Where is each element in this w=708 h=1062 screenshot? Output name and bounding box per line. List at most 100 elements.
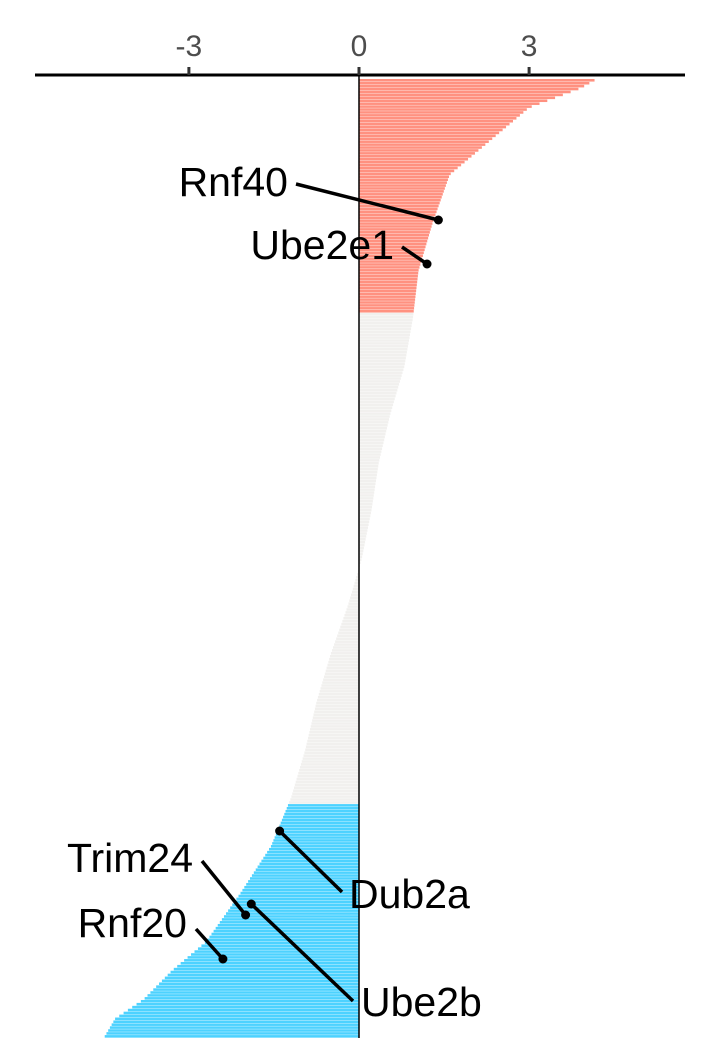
bar	[180, 961, 360, 965]
bar	[359, 304, 415, 307]
bar	[359, 260, 422, 263]
bar	[313, 713, 360, 717]
bar	[355, 578, 360, 582]
bar	[359, 400, 394, 404]
annotation-leader-line	[401, 245, 429, 266]
bar	[350, 596, 359, 600]
bar	[136, 1002, 359, 1006]
bar	[359, 274, 418, 278]
bar	[153, 988, 359, 991]
annotation-point	[246, 899, 256, 909]
bar	[194, 950, 360, 953]
bar	[177, 964, 360, 968]
bar	[359, 412, 391, 415]
bar	[359, 286, 417, 290]
bar	[359, 479, 377, 483]
x-axis-ticks: -3 0 3	[176, 30, 537, 75]
bar	[280, 821, 360, 825]
bar	[298, 771, 359, 775]
bar	[359, 137, 493, 141]
bar	[293, 789, 360, 793]
bar	[359, 500, 373, 503]
bar	[359, 485, 376, 488]
gene-annotations: Rnf40 Ube2e1 Dub2a Trim24 Ube2b Rnf20	[67, 159, 482, 1025]
annotation-point	[433, 215, 443, 225]
bar	[359, 146, 482, 149]
bar	[318, 692, 359, 696]
bar	[294, 783, 359, 787]
annotation-leader-line	[295, 182, 439, 222]
bar	[359, 155, 472, 158]
bar	[359, 488, 375, 491]
bar	[359, 380, 400, 383]
bar	[320, 687, 359, 690]
bar	[359, 102, 540, 105]
bar	[330, 654, 360, 658]
bar	[310, 725, 359, 728]
bar	[359, 336, 410, 339]
bar	[309, 731, 360, 734]
bar	[323, 678, 360, 681]
bar	[265, 853, 360, 857]
bar	[359, 350, 407, 354]
bar	[301, 760, 360, 763]
bar	[359, 233, 429, 237]
bar	[319, 690, 360, 693]
bar	[359, 356, 406, 360]
bar	[359, 134, 496, 138]
bar	[336, 637, 359, 641]
bar	[359, 511, 371, 515]
bar	[250, 877, 359, 880]
bar	[310, 728, 360, 731]
bar	[323, 675, 360, 679]
bar	[359, 198, 441, 202]
bar	[359, 125, 507, 129]
bar	[295, 780, 360, 784]
bar	[359, 157, 469, 161]
bar	[246, 883, 359, 886]
bar	[359, 172, 451, 176]
bar	[344, 614, 360, 617]
bar	[359, 309, 414, 313]
bar	[144, 997, 360, 1000]
bar	[359, 169, 455, 173]
bar	[356, 576, 359, 579]
bar	[191, 953, 360, 956]
bar	[359, 266, 420, 269]
bar	[359, 494, 374, 497]
bar	[333, 646, 359, 649]
bar	[359, 371, 403, 374]
bar	[359, 377, 401, 380]
bar	[359, 546, 364, 550]
bar	[359, 491, 375, 494]
bar	[359, 131, 500, 135]
bar	[251, 874, 359, 877]
bar	[108, 1029, 360, 1032]
gene-label: Ube2b	[361, 979, 482, 1025]
bar	[359, 219, 434, 222]
bar	[359, 289, 417, 293]
bar	[359, 228, 431, 231]
bar	[312, 719, 359, 722]
bar	[359, 529, 368, 532]
bar	[359, 324, 412, 328]
bar	[213, 929, 359, 933]
bar	[359, 111, 524, 114]
bar	[359, 339, 409, 342]
bar	[357, 573, 360, 576]
bar	[359, 301, 415, 304]
bar	[359, 216, 435, 219]
bar	[359, 84, 585, 88]
bar	[359, 178, 448, 181]
bar	[349, 599, 360, 602]
bar	[359, 222, 433, 225]
bar	[346, 608, 359, 611]
bar	[359, 269, 419, 272]
bar	[359, 482, 376, 486]
bar	[359, 520, 370, 524]
bar	[321, 684, 360, 687]
bar	[359, 271, 419, 275]
bar	[259, 862, 359, 866]
bar	[359, 213, 436, 217]
bar	[359, 190, 444, 193]
